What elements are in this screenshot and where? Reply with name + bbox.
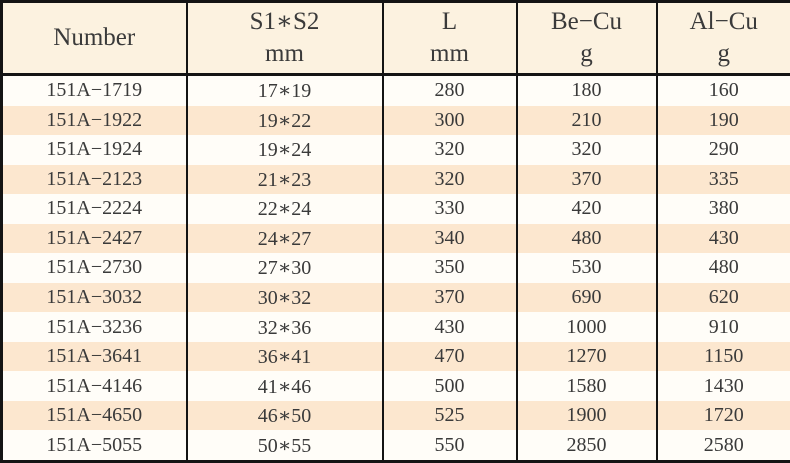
table-cell: 19∗22 (185, 105, 383, 136)
table-cell: 30∗32 (185, 282, 383, 313)
table-cell: 530 (515, 253, 657, 283)
table-row: 151A−3641 36∗41 470 1270 1150 (1, 341, 790, 372)
table-cell: 1720 (655, 400, 790, 431)
table-body: 151A−1719 17∗19 280 180 160 151A−1922 19∗22 300… (1, 74, 790, 462)
table-cell: 151A−1924 (1, 135, 187, 165)
header-becu-label: Be−Cu (550, 8, 623, 35)
table-cell: 1270 (515, 341, 657, 372)
table-cell: 320 (381, 164, 517, 195)
table-cell: 550 (381, 430, 517, 462)
table-row: 151A−3032 30∗32 370 690 620 (1, 282, 790, 313)
table-cell: 27∗30 (185, 253, 383, 283)
table-cell: 290 (655, 135, 790, 165)
table-cell: 160 (655, 74, 790, 106)
table-cell: 151A−4650 (1, 400, 187, 431)
table-row: 151A−1924 19∗24 320 320 290 (1, 135, 790, 165)
table-cell: 151A−5055 (1, 430, 187, 462)
table-cell: 1430 (655, 371, 790, 401)
table-cell: 190 (655, 105, 790, 136)
table-cell: 690 (515, 282, 657, 313)
header-alcu-label: Al−Cu (689, 8, 758, 35)
header-alcu-unit: g (717, 40, 731, 67)
table-cell: 19∗24 (185, 135, 383, 165)
table-row: 151A−1719 17∗19 280 180 160 (1, 74, 790, 106)
table-cell: 50∗55 (185, 430, 383, 462)
table-cell: 320 (381, 135, 517, 165)
table-row: 151A−2224 22∗24 330 420 380 (1, 194, 790, 224)
header-number-label: Number (53, 24, 136, 51)
table-header: Number S1∗S2 mm L mm Be−Cu g Al−Cu g (1, 1, 790, 76)
header-becu: Be−Cu g (515, 1, 657, 76)
header-length-unit: mm (430, 40, 469, 67)
table-cell: 1900 (515, 400, 657, 431)
header-row: Number S1∗S2 mm L mm Be−Cu g Al−Cu g (1, 1, 790, 76)
table-cell: 151A−2730 (1, 253, 187, 283)
header-number: Number (1, 1, 187, 76)
table-cell: 41∗46 (185, 371, 383, 401)
table-cell: 21∗23 (185, 164, 383, 195)
table-cell: 151A−4146 (1, 371, 187, 401)
table-cell: 370 (515, 164, 657, 195)
table-cell: 910 (655, 312, 790, 342)
table-cell: 470 (381, 341, 517, 372)
table-cell: 36∗41 (185, 341, 383, 372)
table-cell: 330 (381, 194, 517, 224)
table-row: 151A−3236 32∗36 430 1000 910 (1, 312, 790, 342)
table-cell: 370 (381, 282, 517, 313)
header-size-unit: mm (265, 40, 304, 67)
header-length: L mm (381, 1, 517, 76)
table-cell: 320 (515, 135, 657, 165)
table-cell: 620 (655, 282, 790, 313)
table-cell: 22∗24 (185, 194, 383, 224)
table-cell: 24∗27 (185, 223, 383, 254)
table-cell: 151A−2123 (1, 164, 187, 195)
table-cell: 480 (655, 253, 790, 283)
table-row: 151A−2123 21∗23 320 370 335 (1, 164, 790, 195)
table-cell: 151A−2224 (1, 194, 187, 224)
table-row: 151A−4650 46∗50 525 1900 1720 (1, 400, 790, 431)
table-cell: 380 (655, 194, 790, 224)
table-cell: 525 (381, 400, 517, 431)
table-cell: 430 (655, 223, 790, 254)
table-row: 151A−5055 50∗55 550 2850 2580 (1, 430, 790, 462)
table-cell: 300 (381, 105, 517, 136)
table-row: 151A−2730 27∗30 350 530 480 (1, 253, 790, 283)
header-length-label: L (441, 8, 458, 35)
table-cell: 350 (381, 253, 517, 283)
table-cell: 151A−3641 (1, 341, 187, 372)
table-cell: 210 (515, 105, 657, 136)
table-cell: 335 (655, 164, 790, 195)
table-cell: 430 (381, 312, 517, 342)
table-row: 151A−1922 19∗22 300 210 190 (1, 105, 790, 136)
header-alcu: Al−Cu g (655, 1, 790, 76)
table-cell: 2850 (515, 430, 657, 462)
table-row: 151A−4146 41∗46 500 1580 1430 (1, 371, 790, 401)
header-size-label: S1∗S2 (249, 8, 320, 35)
table-cell: 151A−3236 (1, 312, 187, 342)
table-cell: 32∗36 (185, 312, 383, 342)
table-cell: 500 (381, 371, 517, 401)
table-cell: 1580 (515, 371, 657, 401)
table-cell: 1000 (515, 312, 657, 342)
table-cell: 151A−1719 (1, 74, 187, 106)
table-cell: 180 (515, 74, 657, 106)
table-cell: 480 (515, 223, 657, 254)
table-row: 151A−2427 24∗27 340 480 430 (1, 223, 790, 254)
table-cell: 420 (515, 194, 657, 224)
table-cell: 17∗19 (185, 74, 383, 106)
table-cell: 151A−2427 (1, 223, 187, 254)
header-becu-unit: g (580, 40, 593, 67)
table-cell: 1150 (655, 341, 790, 372)
table-cell: 151A−1922 (1, 105, 187, 136)
table-cell: 151A−3032 (1, 282, 187, 313)
table-cell: 340 (381, 223, 517, 254)
header-size: S1∗S2 mm (185, 1, 383, 76)
table-cell: 280 (381, 74, 517, 106)
table-cell: 2580 (655, 430, 790, 462)
table-cell: 46∗50 (185, 400, 383, 431)
